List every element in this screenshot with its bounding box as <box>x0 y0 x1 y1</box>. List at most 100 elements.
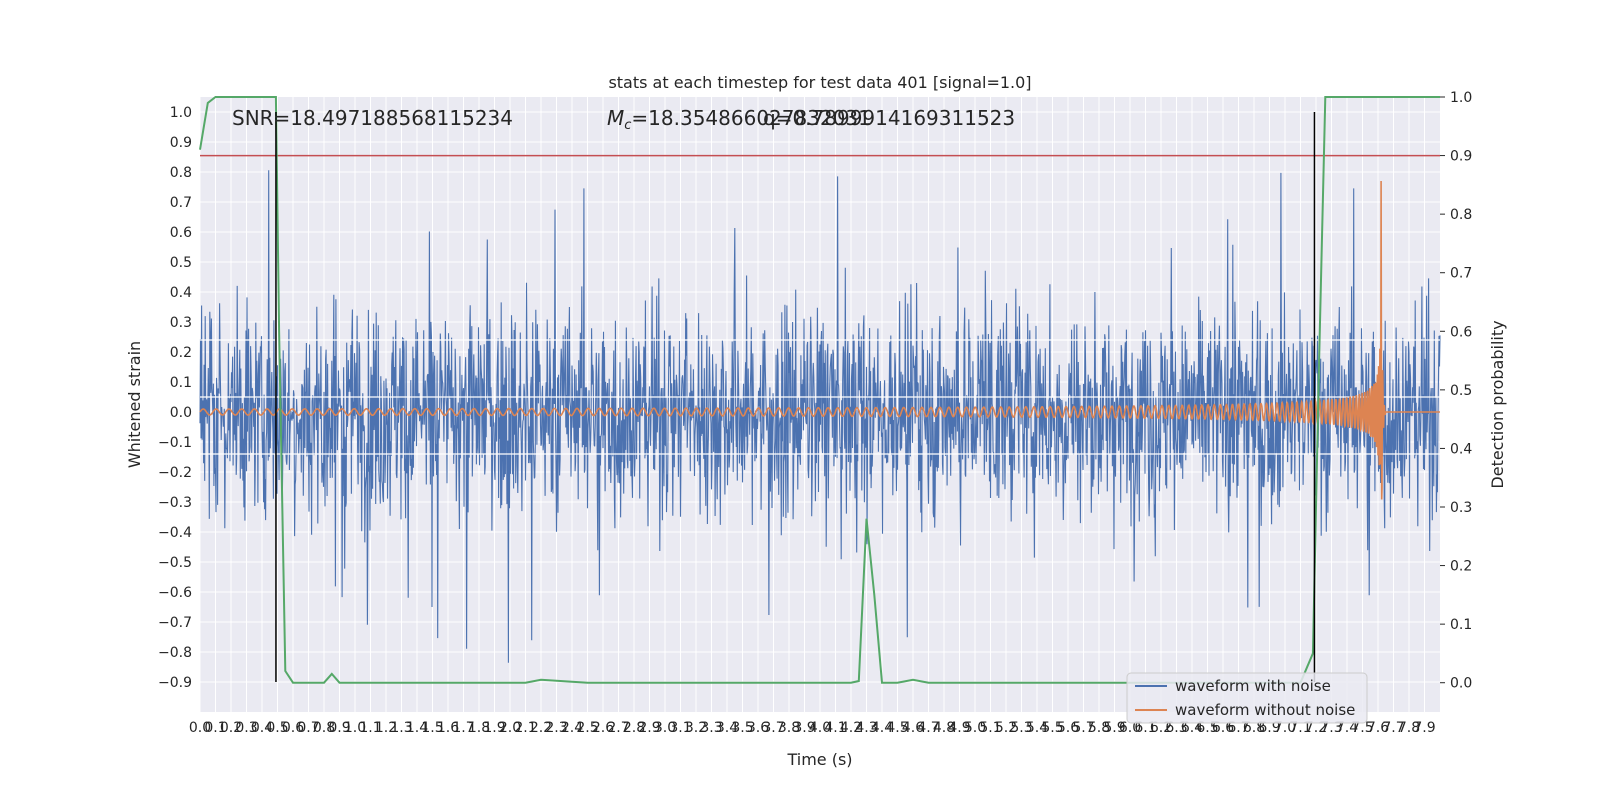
y2-tick-label: 0.6 <box>1450 324 1472 340</box>
x-tick-label: 0.7 <box>297 720 319 736</box>
x-tick-label: 6.1 <box>1134 720 1156 736</box>
x-tick-label: 2.2 <box>530 720 552 736</box>
x-tick-label: 4.2 <box>840 720 862 736</box>
chirp-mass-subscript: c <box>624 118 631 133</box>
legend: waveform with noise waveform without noi… <box>1126 672 1368 724</box>
x-tick-label: 2.6 <box>592 720 614 736</box>
x-axis-ticks: 0.00.10.20.30.40.50.60.70.80.91.01.11.21… <box>189 720 1436 736</box>
x-tick-label: 3.8 <box>778 720 800 736</box>
y2-tick-label: 0.0 <box>1450 676 1472 692</box>
x-tick-label: 5.3 <box>1010 720 1032 736</box>
x-tick-label: 0.4 <box>251 720 273 736</box>
y-tick-label: 0.2 <box>170 345 192 361</box>
series-waveform-with-noise <box>199 170 1441 663</box>
x-tick-label: 5.0 <box>964 720 986 736</box>
y2-tick-label: 0.4 <box>1450 441 1472 457</box>
x-tick-label: 3.6 <box>747 720 769 736</box>
y-tick-label: 0.6 <box>170 225 192 241</box>
legend-label-clean: waveform without noise <box>1175 701 1355 719</box>
y2-tick-label: 0.7 <box>1450 266 1472 282</box>
y-tick-label: 0.0 <box>170 405 192 421</box>
y-tick-label: 0.9 <box>170 135 192 151</box>
x-tick-label: 2.1 <box>514 720 536 736</box>
mass-ratio-annotation: q=0.7899914169311523 <box>763 106 1015 130</box>
x-tick-label: 2.7 <box>607 720 629 736</box>
x-tick-label: 7.0 <box>1274 720 1296 736</box>
x-tick-label: 5.5 <box>1041 720 1063 736</box>
legend-box <box>1126 672 1368 724</box>
x-tick-label: 5.7 <box>1072 720 1094 736</box>
x-tick-label: 5.1 <box>979 720 1001 736</box>
x-tick-label: 0.5 <box>266 720 288 736</box>
x-tick-label: 6.9 <box>1258 720 1280 736</box>
x-tick-label: 7.8 <box>1398 720 1420 736</box>
x-tick-label: 4.1 <box>824 720 846 736</box>
event-markers <box>275 112 1316 682</box>
x-axis-label: Time (s) <box>786 750 852 769</box>
snr-annotation: SNR=18.497188568115234 <box>232 106 513 130</box>
x-tick-label: 6.0 <box>1119 720 1141 736</box>
x-tick-label: 6.2 <box>1150 720 1172 736</box>
y2-tick-label: 0.3 <box>1450 500 1472 516</box>
chirp-mass-symbol: M <box>607 106 624 130</box>
x-tick-label: 3.4 <box>716 720 738 736</box>
x-tick-label: 4.0 <box>809 720 831 736</box>
x-tick-label: 0.3 <box>235 720 257 736</box>
y2-tick-label: 0.9 <box>1450 149 1472 165</box>
reference-lines <box>200 339 1440 455</box>
x-tick-label: 5.6 <box>1057 720 1079 736</box>
x-tick-label: 1.3 <box>390 720 412 736</box>
x-tick-label: 1.4 <box>406 720 428 736</box>
x-tick-label: 5.9 <box>1103 720 1125 736</box>
x-tick-label: 0.1 <box>204 720 226 736</box>
y2-tick-label: 1.0 <box>1450 90 1472 106</box>
x-tick-label: 2.9 <box>638 720 660 736</box>
y2-tick-label: 0.1 <box>1450 617 1472 633</box>
y-tick-label: 1.0 <box>170 105 192 121</box>
x-tick-label: 0.9 <box>328 720 350 736</box>
x-tick-label: 4.8 <box>933 720 955 736</box>
x-tick-label: 5.8 <box>1088 720 1110 736</box>
y2-tick-label: 0.5 <box>1450 383 1472 399</box>
x-tick-label: 7.2 <box>1305 720 1327 736</box>
y-tick-label: −0.9 <box>158 675 192 691</box>
clean-waveform-line <box>199 180 1440 500</box>
x-tick-label: 1.6 <box>437 720 459 736</box>
x-tick-label: 1.5 <box>421 720 443 736</box>
y-tick-label: −0.4 <box>158 525 192 541</box>
y-tick-label: 0.3 <box>170 315 192 331</box>
series-waveform-without-noise <box>199 180 1440 500</box>
y-tick-label: 0.1 <box>170 375 192 391</box>
x-tick-label: 0.2 <box>220 720 242 736</box>
x-tick-label: 0.8 <box>313 720 335 736</box>
y-tick-label: −0.7 <box>158 615 192 631</box>
y-tick-label: −0.5 <box>158 555 192 571</box>
y2-axis-label: Detection probability <box>1488 320 1507 488</box>
x-tick-label: 7.1 <box>1289 720 1311 736</box>
x-tick-label: 6.3 <box>1165 720 1187 736</box>
x-tick-label: 2.3 <box>545 720 567 736</box>
x-tick-label: 2.5 <box>576 720 598 736</box>
noise-waveform-line <box>199 170 1441 663</box>
x-tick-label: 5.2 <box>995 720 1017 736</box>
x-tick-label: 7.9 <box>1413 720 1435 736</box>
y-tick-label: −0.1 <box>158 435 192 451</box>
x-tick-label: 6.8 <box>1243 720 1265 736</box>
x-tick-label: 3.9 <box>793 720 815 736</box>
x-tick-label: 6.5 <box>1196 720 1218 736</box>
chirp-mass-value: =18.354866027832031 <box>631 106 870 130</box>
y-tick-label: −0.3 <box>158 495 192 511</box>
y-tick-label: −0.2 <box>158 465 192 481</box>
x-tick-label: 1.9 <box>483 720 505 736</box>
y2-axis-ticks: 1.0 0.9 0.8 0.7 0.6 0.5 0.4 0.3 0.2 0.1 0.0 <box>1440 90 1472 692</box>
x-tick-label: 1.1 <box>359 720 381 736</box>
legend-label-noise: waveform with noise <box>1175 677 1331 695</box>
x-tick-label: 6.4 <box>1181 720 1203 736</box>
y-axis-label: Whitened strain <box>125 341 144 468</box>
x-tick-label: 6.7 <box>1227 720 1249 736</box>
y2-tick-label: 0.8 <box>1450 207 1472 223</box>
x-tick-label: 4.6 <box>902 720 924 736</box>
x-tick-label: 0.6 <box>282 720 304 736</box>
